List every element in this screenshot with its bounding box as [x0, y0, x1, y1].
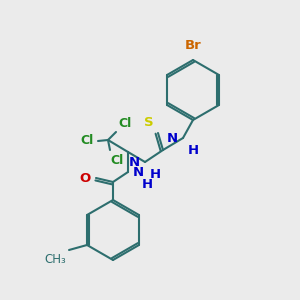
- Text: H: H: [150, 168, 161, 181]
- Text: H: H: [188, 144, 199, 157]
- Text: Cl: Cl: [81, 134, 94, 146]
- Text: H: H: [142, 178, 153, 191]
- Text: S: S: [144, 116, 154, 129]
- Text: N: N: [133, 166, 144, 178]
- Text: O: O: [80, 172, 91, 184]
- Text: Cl: Cl: [110, 154, 123, 167]
- Text: N: N: [129, 155, 140, 169]
- Text: Br: Br: [184, 39, 201, 52]
- Text: Cl: Cl: [118, 117, 131, 130]
- Text: N: N: [167, 131, 178, 145]
- Text: CH₃: CH₃: [44, 253, 66, 266]
